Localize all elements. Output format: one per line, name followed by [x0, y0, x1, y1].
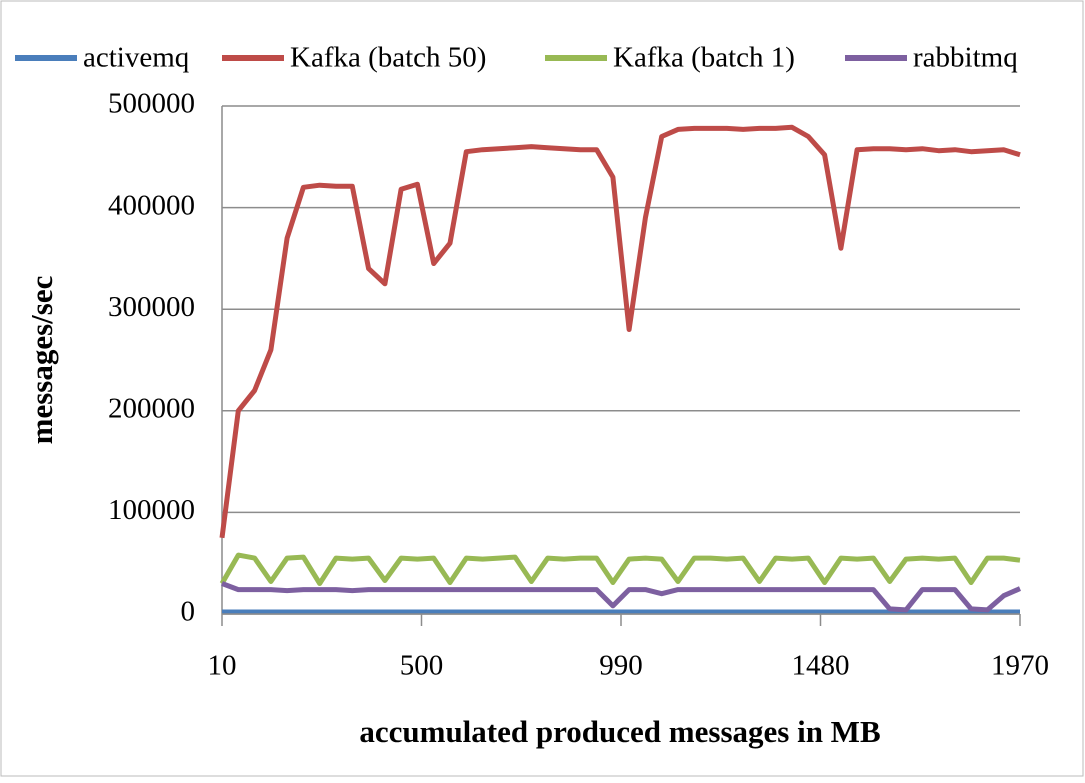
- x-tick-label: 10: [208, 650, 237, 682]
- series-line: [221, 581, 1021, 613]
- y-tick-label: 0: [181, 596, 196, 628]
- y-tick-label: 200000: [108, 392, 195, 424]
- x-axis-title: accumulated produced messages in MB: [359, 714, 880, 749]
- x-tick-label: 990: [599, 650, 643, 682]
- legend-label: Kafka (batch 1): [613, 42, 795, 74]
- legend-label: Kafka (batch 50): [290, 42, 486, 74]
- y-tick-label: 100000: [108, 494, 195, 526]
- y-tick-label: 500000: [108, 88, 195, 120]
- x-tick-label: 1970: [991, 650, 1049, 682]
- legend-label: rabbitmq: [913, 42, 1018, 74]
- series-line: [219, 552, 1021, 586]
- x-tick-label: 500: [400, 650, 444, 682]
- y-tick-label: 300000: [108, 291, 195, 323]
- x-tick-label: 1480: [792, 650, 850, 682]
- y-axis-title: messages/sec: [24, 276, 59, 445]
- y-tick-label: 400000: [108, 189, 195, 221]
- legend-label: activemq: [83, 42, 189, 74]
- series-line: [219, 124, 1021, 539]
